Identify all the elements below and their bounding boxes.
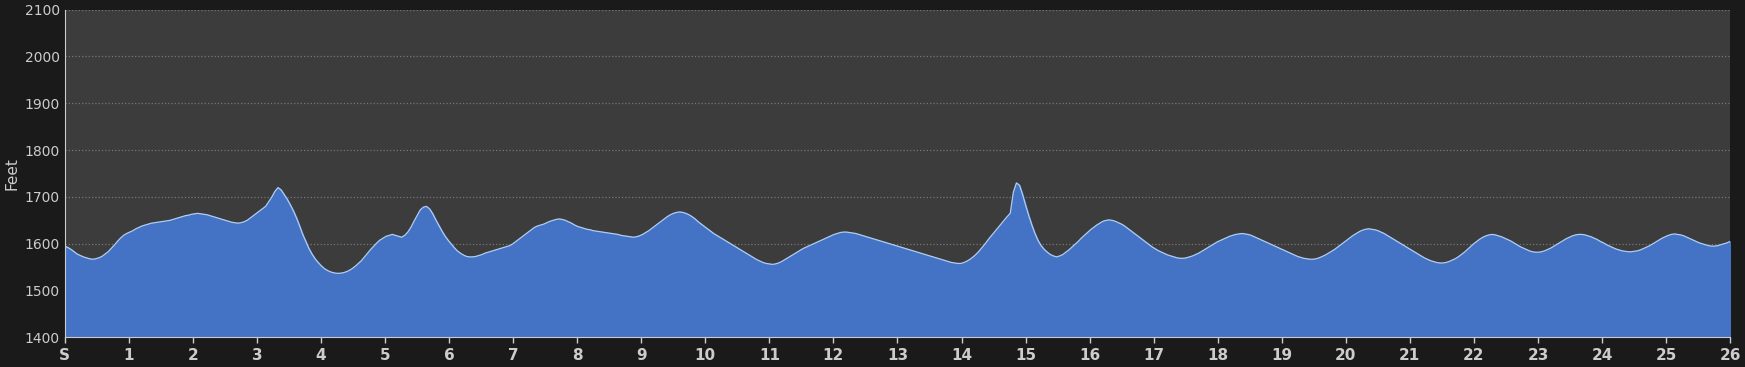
Y-axis label: Feet: Feet [3,157,19,190]
